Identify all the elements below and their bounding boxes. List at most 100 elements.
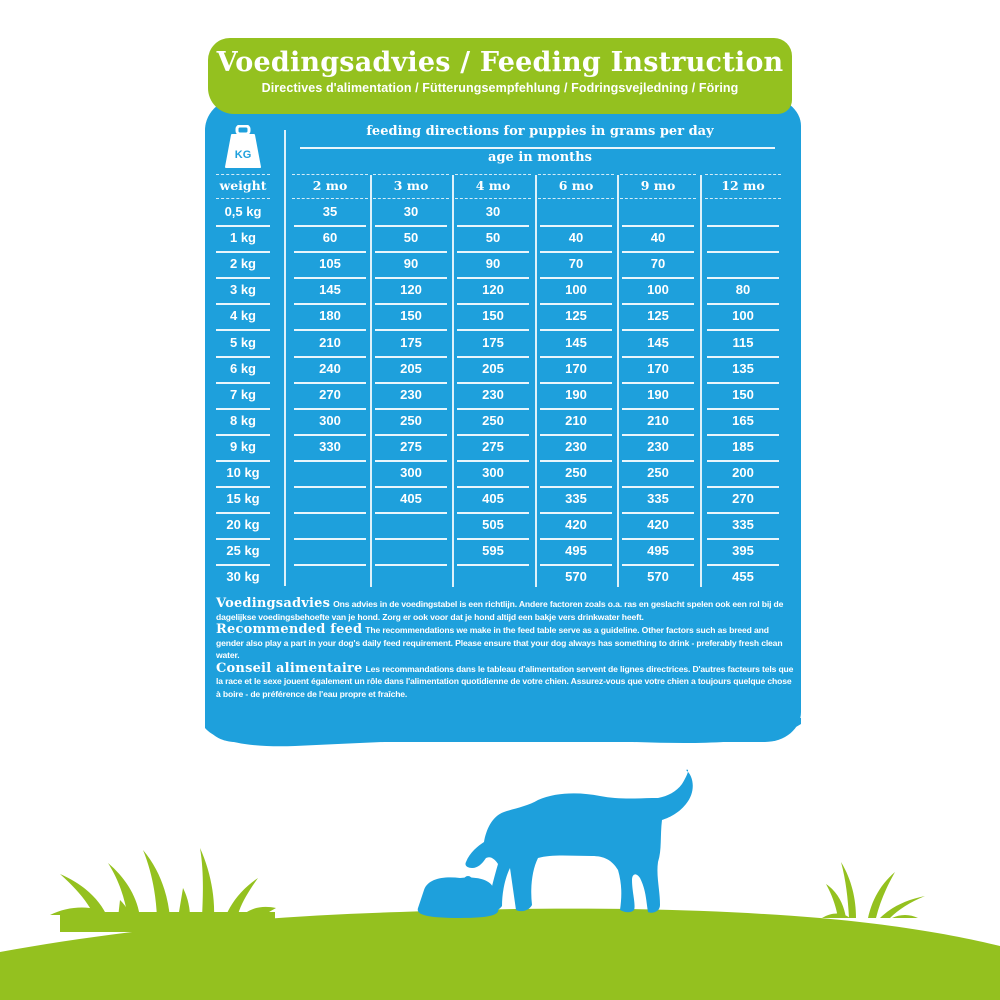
row-divider [622,225,694,227]
table-cell: 145 [647,334,669,350]
row-divider [707,225,779,227]
table-cell: 170 [565,360,587,376]
table-cell: 230 [565,438,587,454]
row-divider [375,486,447,488]
row-divider [375,225,447,227]
row-divider [375,512,447,515]
header-dotted-line [455,174,531,175]
table-cell: 505 [482,517,504,533]
row-divider [375,564,447,567]
row-divider [707,433,779,436]
row-divider [540,433,612,436]
dog-eating-illustration [0,769,1000,1000]
row-divider [622,433,694,436]
row-divider [540,303,612,306]
row-divider [294,251,366,254]
grass-tuft-left [50,848,276,932]
table-cell: 455 [732,569,754,585]
row-divider [216,512,270,515]
row-divider [294,407,366,410]
table-cell: 205 [482,360,504,376]
table-cell: 595 [482,543,504,559]
table-cell: 335 [565,491,587,507]
grass-tuft-right [822,862,925,918]
row-divider [375,329,447,332]
weight-cell: 2 kg [229,256,256,272]
note-heading: Voedingsadvies [216,596,331,611]
row-divider [375,538,447,541]
row-divider [622,459,694,462]
note-english: Recommended feed The recommendations we m… [216,622,794,662]
table-cell: 275 [400,438,422,454]
table-cell: 300 [400,465,422,480]
table-cell: 330 [319,438,341,454]
caption-divider [300,147,775,149]
table-cell: 120 [400,282,422,298]
row-divider [294,329,366,332]
row-divider [216,303,270,306]
note-text: The recommendations we make in the feed … [216,625,783,660]
row-divider [707,329,779,332]
note-heading: Recommended feed [216,622,363,637]
table-cell: 145 [319,282,341,298]
table-cell: 100 [732,308,754,324]
row-divider [294,277,366,280]
table-cell: 250 [647,465,669,480]
row-divider [707,486,779,488]
svg-text:KG: KG [235,149,252,161]
row-divider [216,329,270,332]
table-cell: 100 [647,282,669,298]
table-cell: 240 [319,360,341,376]
table-subcaption: age in months [488,150,592,165]
column-divider [284,130,286,586]
row-divider [707,459,779,462]
table-cell: 335 [647,491,669,507]
table-cell: 175 [400,334,422,350]
table-cell: 150 [482,308,504,324]
row-divider [622,407,694,410]
table-caption: feeding directions for puppies in grams … [366,124,714,139]
row-divider [540,512,612,515]
row-divider [216,355,270,358]
row-divider [707,251,779,254]
feeding-notes: Voedingsadvies Ons advies in de voedingst… [216,596,794,701]
row-divider [707,303,779,306]
row-divider [540,459,612,462]
table-cell: 30 [403,204,419,219]
table-cell: 180 [319,308,341,324]
row-divider [540,355,612,358]
table-cell: 70 [568,256,584,272]
note-heading: Conseil alimentaire [216,660,363,676]
row-divider [375,355,447,358]
row-divider [457,433,529,436]
weight-cell: 5 kg [229,334,256,350]
note-french: Conseil alimentaire Les recommandations d… [216,660,794,701]
table-cell: 100 [565,282,587,298]
table-cell: 40 [568,230,584,246]
column-divider [452,175,454,587]
table-cell: 210 [647,412,669,428]
table-cell: 570 [565,569,587,585]
row-divider [540,251,612,254]
table-cell: 185 [732,438,754,454]
row-divider [216,251,270,254]
table-cell: 230 [482,386,504,402]
row-divider [707,381,779,384]
row-divider [622,538,694,541]
table-cell: 150 [732,386,754,402]
weight-cell: 8 kg [229,412,256,428]
header-dotted-line [538,174,614,175]
table-cell: 115 [732,334,754,350]
table-cell: 495 [647,543,669,559]
header-dotted-line [705,174,781,175]
row-divider [540,329,612,332]
table-cell: 190 [647,386,669,402]
row-divider [540,277,612,280]
row-divider [457,459,529,462]
table-cell: 145 [565,334,587,350]
row-divider [457,329,529,332]
row-divider [707,538,779,541]
column-header: 2 mo [312,178,348,193]
weight-cell: 30 kg [226,569,260,585]
table-cell: 275 [482,438,504,454]
